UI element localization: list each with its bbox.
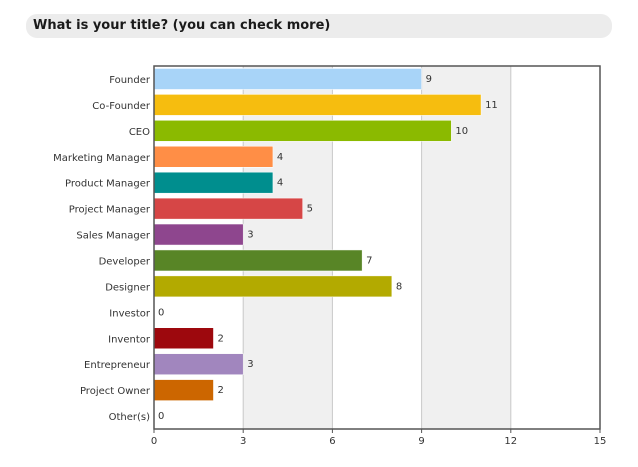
category-label: Investor [109,308,151,319]
value-label: 2 [217,385,223,396]
category-label: Other(s) [109,412,151,423]
x-tick-label: 15 [594,436,607,447]
value-label: 11 [485,100,498,111]
value-label: 7 [366,255,372,266]
bar [153,68,422,90]
value-label: 4 [277,152,283,163]
chart-title-bar: What is your title? (you can check more) [26,14,612,38]
bar [153,249,363,272]
value-label: 9 [426,74,432,85]
category-label: Marketing Manager [53,153,151,164]
bar [153,353,244,375]
value-label: 4 [277,178,283,189]
category-label: Project Owner [80,386,151,397]
value-label: 3 [247,359,253,370]
bar [153,120,452,142]
bar [153,327,214,349]
bar [153,146,274,168]
grid-band [510,66,600,429]
value-label: 10 [455,126,468,137]
x-tick-label: 9 [418,436,424,447]
chart-title: What is your title? (you can check more) [33,18,331,33]
category-label: Inventor [108,334,151,345]
x-tick-label: 12 [504,436,517,447]
bar [153,197,303,220]
bar [153,171,274,194]
bar [153,223,244,246]
value-label: 0 [158,307,164,318]
category-label: Product Manager [65,179,151,190]
value-label: 0 [158,411,164,422]
category-label: Designer [105,282,151,293]
plot-border [153,65,601,430]
category-label: Developer [99,256,151,267]
bar [153,275,393,298]
category-label: CEO [129,127,150,138]
value-label: 8 [396,281,402,292]
category-label: Sales Manager [76,231,151,242]
x-tick-label: 3 [240,436,246,447]
x-tick-label: 6 [329,436,335,447]
x-tick-label: 0 [151,436,157,447]
value-label: 2 [217,333,223,344]
bar [153,379,214,401]
category-label: Co-Founder [92,101,151,112]
value-label: 3 [247,230,253,241]
value-label: 5 [307,204,313,215]
category-label: Founder [109,75,151,86]
category-label: Project Manager [69,205,151,216]
category-label: Entrepreneur [84,360,151,371]
bar [153,94,482,116]
